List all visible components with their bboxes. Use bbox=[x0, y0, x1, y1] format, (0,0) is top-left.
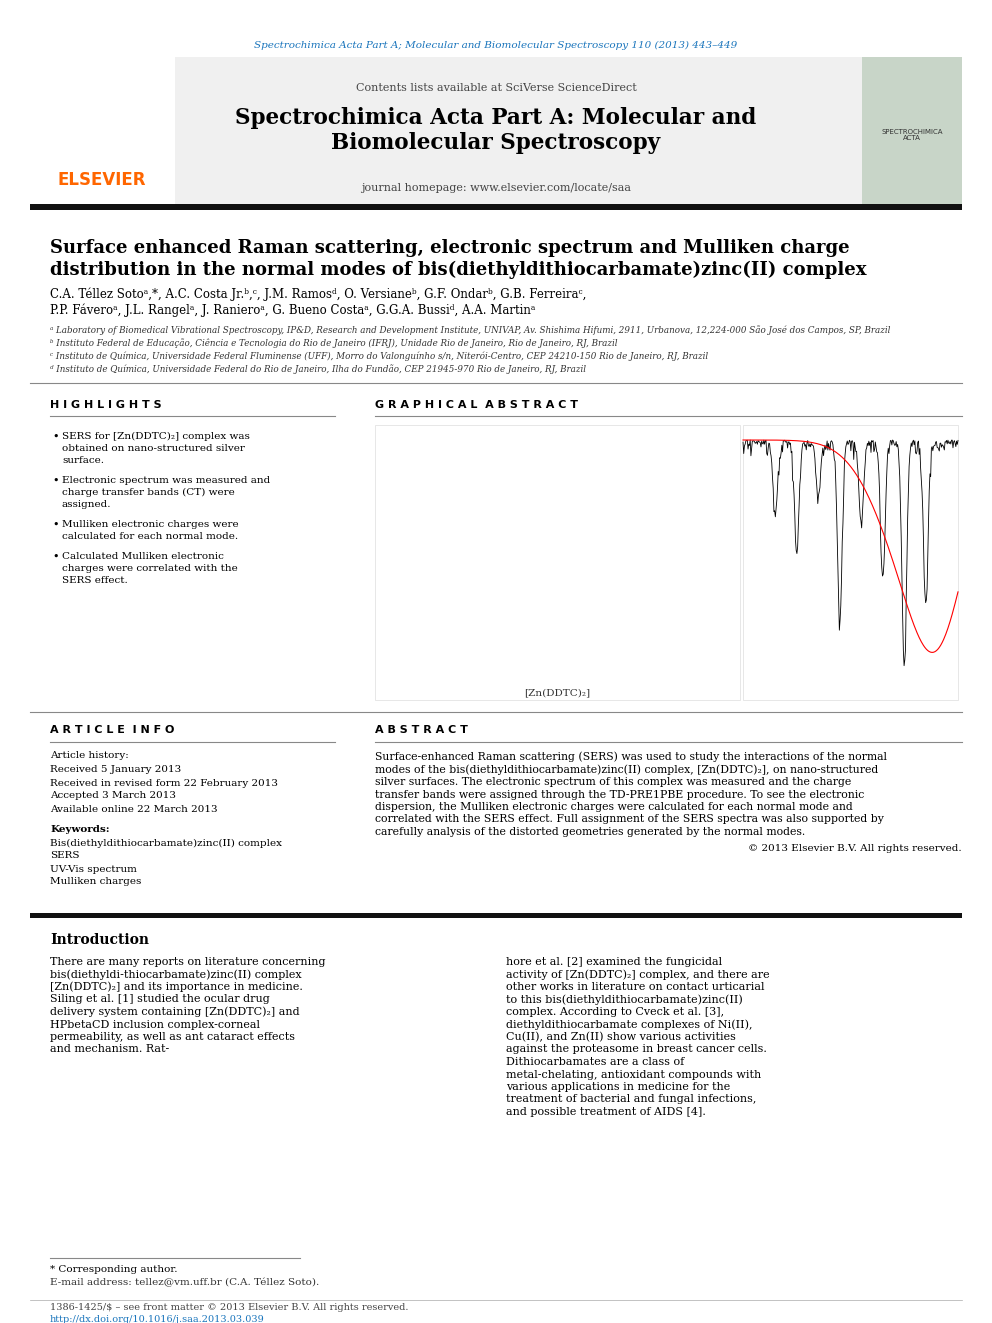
Bar bbox=[30, 57, 175, 205]
Text: •: • bbox=[52, 476, 59, 486]
Text: •: • bbox=[52, 520, 59, 531]
Text: There are many reports on literature concerning: There are many reports on literature con… bbox=[50, 957, 325, 967]
Text: SERS effect.: SERS effect. bbox=[62, 576, 128, 585]
Text: Mulliken electronic charges were: Mulliken electronic charges were bbox=[62, 520, 239, 529]
Text: Dithiocarbamates are a class of: Dithiocarbamates are a class of bbox=[506, 1057, 684, 1068]
Text: complex. According to Cveck et al. [3],: complex. According to Cveck et al. [3], bbox=[506, 1007, 724, 1017]
Text: Spectrochimica Acta Part A; Molecular and Biomolecular Spectroscopy 110 (2013) 4: Spectrochimica Acta Part A; Molecular an… bbox=[254, 41, 738, 49]
Text: to this bis(diethyldithiocarbamate)zinc(II): to this bis(diethyldithiocarbamate)zinc(… bbox=[506, 994, 743, 1004]
Text: various applications in medicine for the: various applications in medicine for the bbox=[506, 1082, 730, 1091]
Text: A B S T R A C T: A B S T R A C T bbox=[375, 725, 468, 736]
Text: assigned.: assigned. bbox=[62, 500, 111, 509]
Bar bbox=[743, 425, 958, 700]
Text: Surface enhanced Raman scattering, electronic spectrum and Mulliken charge: Surface enhanced Raman scattering, elect… bbox=[50, 239, 849, 257]
Text: ELSEVIER: ELSEVIER bbox=[58, 171, 146, 189]
Text: ᵇ Instituto Federal de Educação, Ciência e Tecnologia do Rio de Janeiro (IFRJ), : ᵇ Instituto Federal de Educação, Ciência… bbox=[50, 339, 617, 348]
Text: activity of [Zn(DDTC)₂] complex, and there are: activity of [Zn(DDTC)₂] complex, and the… bbox=[506, 970, 770, 980]
Bar bbox=[30, 204, 962, 210]
Text: Contents lists available at SciVerse ScienceDirect: Contents lists available at SciVerse Sci… bbox=[355, 83, 637, 93]
Text: [Zn(DDTC)₂]: [Zn(DDTC)₂] bbox=[524, 688, 590, 697]
Text: Introduction: Introduction bbox=[50, 933, 149, 947]
Text: 1386-1425/$ – see front matter © 2013 Elsevier B.V. All rights reserved.: 1386-1425/$ – see front matter © 2013 El… bbox=[50, 1303, 409, 1312]
Text: Mulliken charges: Mulliken charges bbox=[50, 877, 142, 886]
Text: Siling et al. [1] studied the ocular drug: Siling et al. [1] studied the ocular dru… bbox=[50, 995, 270, 1004]
Text: delivery system containing [Zn(DDTC)₂] and: delivery system containing [Zn(DDTC)₂] a… bbox=[50, 1007, 300, 1017]
Text: correlated with the SERS effect. Full assignment of the SERS spectra was also su: correlated with the SERS effect. Full as… bbox=[375, 815, 884, 824]
Text: charge transfer bands (CT) were: charge transfer bands (CT) were bbox=[62, 488, 235, 497]
Text: Calculated Mulliken electronic: Calculated Mulliken electronic bbox=[62, 552, 224, 561]
Text: SERS for [Zn(DDTC)₂] complex was: SERS for [Zn(DDTC)₂] complex was bbox=[62, 433, 250, 441]
Text: Accepted 3 March 2013: Accepted 3 March 2013 bbox=[50, 791, 176, 800]
Text: http://dx.doi.org/10.1016/j.saa.2013.03.039: http://dx.doi.org/10.1016/j.saa.2013.03.… bbox=[50, 1315, 265, 1323]
Text: * Corresponding author.: * Corresponding author. bbox=[50, 1266, 178, 1274]
Text: •: • bbox=[52, 433, 59, 442]
Bar bbox=[862, 57, 962, 205]
Text: dispersion, the Mulliken electronic charges were calculated for each normal mode: dispersion, the Mulliken electronic char… bbox=[375, 802, 853, 812]
Text: carefully analysis of the distorted geometries generated by the normal modes.: carefully analysis of the distorted geom… bbox=[375, 827, 806, 837]
Text: ᶜ Instituto de Química, Universidade Federal Fluminense (UFF), Morro do Valonguí: ᶜ Instituto de Química, Universidade Fed… bbox=[50, 351, 708, 361]
Text: [Zn(DDTC)₂] and its importance in medicine.: [Zn(DDTC)₂] and its importance in medici… bbox=[50, 982, 303, 992]
Text: P.P. Fáveroᵃ, J.L. Rangelᵃ, J. Ranieroᵃ, G. Bueno Costaᵃ, G.G.A. Bussiᵈ, A.A. Ma: P.P. Fáveroᵃ, J.L. Rangelᵃ, J. Ranieroᵃ,… bbox=[50, 303, 536, 316]
Text: SERS: SERS bbox=[50, 852, 79, 860]
Text: Bis(diethyldithiocarbamate)zinc(II) complex: Bis(diethyldithiocarbamate)zinc(II) comp… bbox=[50, 839, 282, 848]
Text: Available online 22 March 2013: Available online 22 March 2013 bbox=[50, 804, 217, 814]
Text: G R A P H I C A L  A B S T R A C T: G R A P H I C A L A B S T R A C T bbox=[375, 400, 578, 410]
Text: obtained on nano-structured silver: obtained on nano-structured silver bbox=[62, 445, 245, 452]
Text: silver surfaces. The electronic spectrum of this complex was measured and the ch: silver surfaces. The electronic spectrum… bbox=[375, 777, 851, 787]
Text: charges were correlated with the: charges were correlated with the bbox=[62, 564, 238, 573]
Text: permeability, as well as ant cataract effects: permeability, as well as ant cataract ef… bbox=[50, 1032, 295, 1043]
Text: Article history:: Article history: bbox=[50, 751, 129, 761]
Text: Cu(II), and Zn(II) show various activities: Cu(II), and Zn(II) show various activiti… bbox=[506, 1032, 736, 1043]
Text: modes of the bis(diethyldithiocarbamate)zinc(II) complex, [Zn(DDTC)₂], on nano-s: modes of the bis(diethyldithiocarbamate)… bbox=[375, 765, 878, 775]
Text: journal homepage: www.elsevier.com/locate/saa: journal homepage: www.elsevier.com/locat… bbox=[361, 183, 631, 193]
Text: SPECTROCHIMICA
ACTA: SPECTROCHIMICA ACTA bbox=[881, 128, 942, 142]
Text: surface.: surface. bbox=[62, 456, 104, 464]
Text: Spectrochimica Acta Part A: Molecular and: Spectrochimica Acta Part A: Molecular an… bbox=[235, 107, 757, 130]
Text: ᵃ Laboratory of Biomedical Vibrational Spectroscopy, IP&D, Research and Developm: ᵃ Laboratory of Biomedical Vibrational S… bbox=[50, 325, 891, 335]
Text: and mechanism. Rat-: and mechanism. Rat- bbox=[50, 1044, 170, 1054]
Text: other works in literature on contact urticarial: other works in literature on contact urt… bbox=[506, 982, 765, 992]
Text: Biomolecular Spectroscopy: Biomolecular Spectroscopy bbox=[331, 132, 661, 153]
Text: treatment of bacterial and fungal infections,: treatment of bacterial and fungal infect… bbox=[506, 1094, 756, 1105]
Text: UV-Vis spectrum: UV-Vis spectrum bbox=[50, 864, 137, 873]
Text: Received in revised form 22 February 2013: Received in revised form 22 February 201… bbox=[50, 778, 278, 787]
Text: © 2013 Elsevier B.V. All rights reserved.: © 2013 Elsevier B.V. All rights reserved… bbox=[748, 844, 962, 853]
Text: against the proteasome in breast cancer cells.: against the proteasome in breast cancer … bbox=[506, 1044, 767, 1054]
Text: and possible treatment of AIDS [4].: and possible treatment of AIDS [4]. bbox=[506, 1107, 706, 1117]
Text: H I G H L I G H T S: H I G H L I G H T S bbox=[50, 400, 162, 410]
Text: distribution in the normal modes of bis(diethyldithiocarbamate)zinc(II) complex: distribution in the normal modes of bis(… bbox=[50, 261, 866, 279]
Text: Received 5 January 2013: Received 5 January 2013 bbox=[50, 766, 182, 774]
Bar bbox=[175, 57, 862, 205]
Bar bbox=[375, 425, 740, 700]
Text: E-mail address: tellez@vm.uff.br (C.A. Téllez Soto).: E-mail address: tellez@vm.uff.br (C.A. T… bbox=[50, 1278, 319, 1287]
Text: C.A. Téllez Sotoᵃ,*, A.C. Costa Jr.ᵇ,ᶜ, J.M. Ramosᵈ, O. Versianeᵇ, G.F. Ondarᵇ, : C.A. Téllez Sotoᵃ,*, A.C. Costa Jr.ᵇ,ᶜ, … bbox=[50, 287, 586, 300]
Text: Surface-enhanced Raman scattering (SERS) was used to study the interactions of t: Surface-enhanced Raman scattering (SERS)… bbox=[375, 751, 887, 762]
Text: A R T I C L E  I N F O: A R T I C L E I N F O bbox=[50, 725, 175, 736]
Bar bbox=[30, 913, 962, 918]
Text: Electronic spectrum was measured and: Electronic spectrum was measured and bbox=[62, 476, 270, 486]
Text: bis(diethyldi-thiocarbamate)zinc(II) complex: bis(diethyldi-thiocarbamate)zinc(II) com… bbox=[50, 970, 302, 980]
Text: HPbetaCD inclusion complex-corneal: HPbetaCD inclusion complex-corneal bbox=[50, 1020, 260, 1029]
Text: ᵈ Instituto de Química, Universidade Federal do Rio de Janeiro, Ilha do Fundão, : ᵈ Instituto de Química, Universidade Fed… bbox=[50, 364, 586, 374]
Text: transfer bands were assigned through the TD-PRE1PBE procedure. To see the electr: transfer bands were assigned through the… bbox=[375, 790, 864, 799]
Text: metal-chelating, antioxidant compounds with: metal-chelating, antioxidant compounds w… bbox=[506, 1069, 761, 1080]
Text: diethyldithiocarbamate complexes of Ni(II),: diethyldithiocarbamate complexes of Ni(I… bbox=[506, 1019, 753, 1029]
Text: Keywords:: Keywords: bbox=[50, 826, 110, 835]
Text: calculated for each normal mode.: calculated for each normal mode. bbox=[62, 532, 238, 541]
Text: hore et al. [2] examined the fungicidal: hore et al. [2] examined the fungicidal bbox=[506, 957, 722, 967]
Text: •: • bbox=[52, 552, 59, 562]
